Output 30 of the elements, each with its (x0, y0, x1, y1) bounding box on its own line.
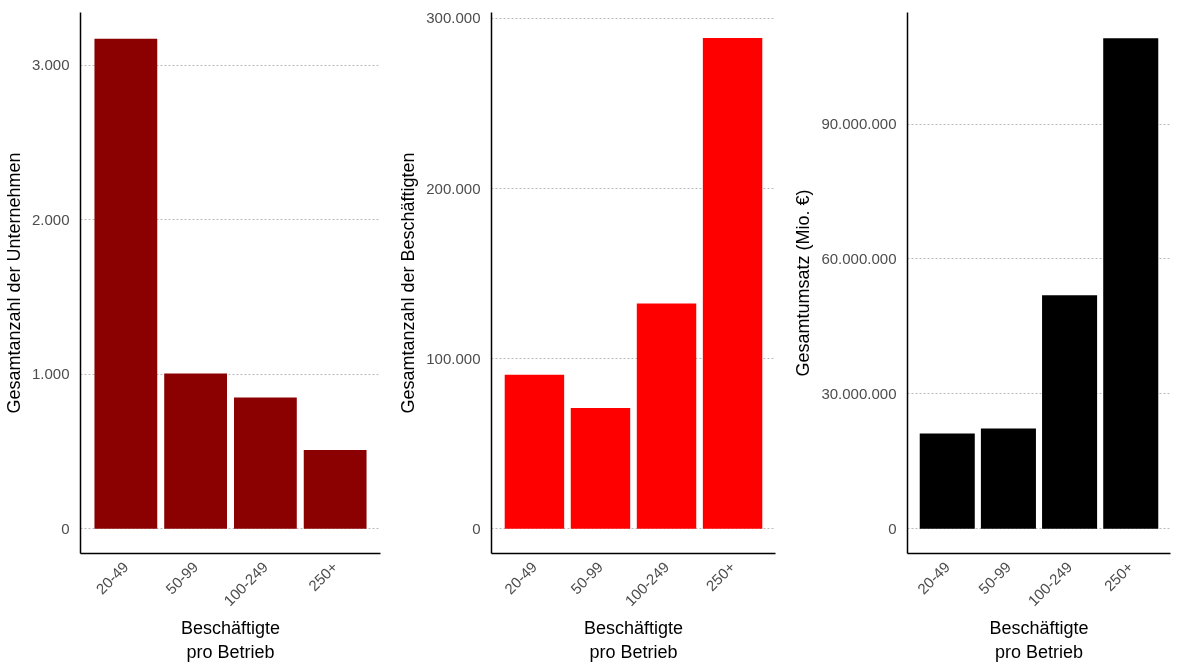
bar (303, 449, 367, 529)
bar (1042, 295, 1098, 529)
bar (570, 408, 631, 529)
bar (636, 303, 697, 529)
y-tick-label: 0 (61, 519, 70, 537)
bar (980, 428, 1036, 529)
bar (1103, 38, 1159, 529)
x-axis-title: Beschäftigte pro Betrieb (583, 618, 684, 663)
y-axis-title: Gesamtanzahl der Beschäftigten (398, 152, 419, 414)
y-tick-label: 0 (472, 519, 481, 537)
y-tick-label: 30.000.000 (821, 384, 897, 402)
bar (702, 38, 763, 529)
y-tick-label: 60.000.000 (821, 249, 897, 267)
y-tick-label: 200.000 (426, 179, 481, 197)
y-tick-label: 2.000 (31, 210, 70, 228)
bar (94, 38, 158, 529)
y-axis-title: Gesamtumsatz (Mio. €) (793, 189, 814, 377)
x-axis-title: Beschäftigte pro Betrieb (989, 618, 1089, 663)
y-tick-label: 1.000 (31, 365, 70, 383)
y-axis-title: Gesamtanzahl der Unternehmen (3, 152, 24, 414)
bar (233, 397, 297, 529)
x-axis-title: Beschäftigte pro Betrieb (180, 618, 281, 663)
y-tick-label: 0 (888, 519, 897, 537)
y-tick-label: 300.000 (426, 9, 481, 27)
y-tick-label: 90.000.000 (821, 115, 897, 133)
bar (504, 374, 565, 529)
bar (919, 433, 975, 529)
bar (164, 373, 228, 529)
y-tick-label: 3.000 (31, 56, 70, 74)
y-tick-label: 100.000 (426, 349, 481, 367)
